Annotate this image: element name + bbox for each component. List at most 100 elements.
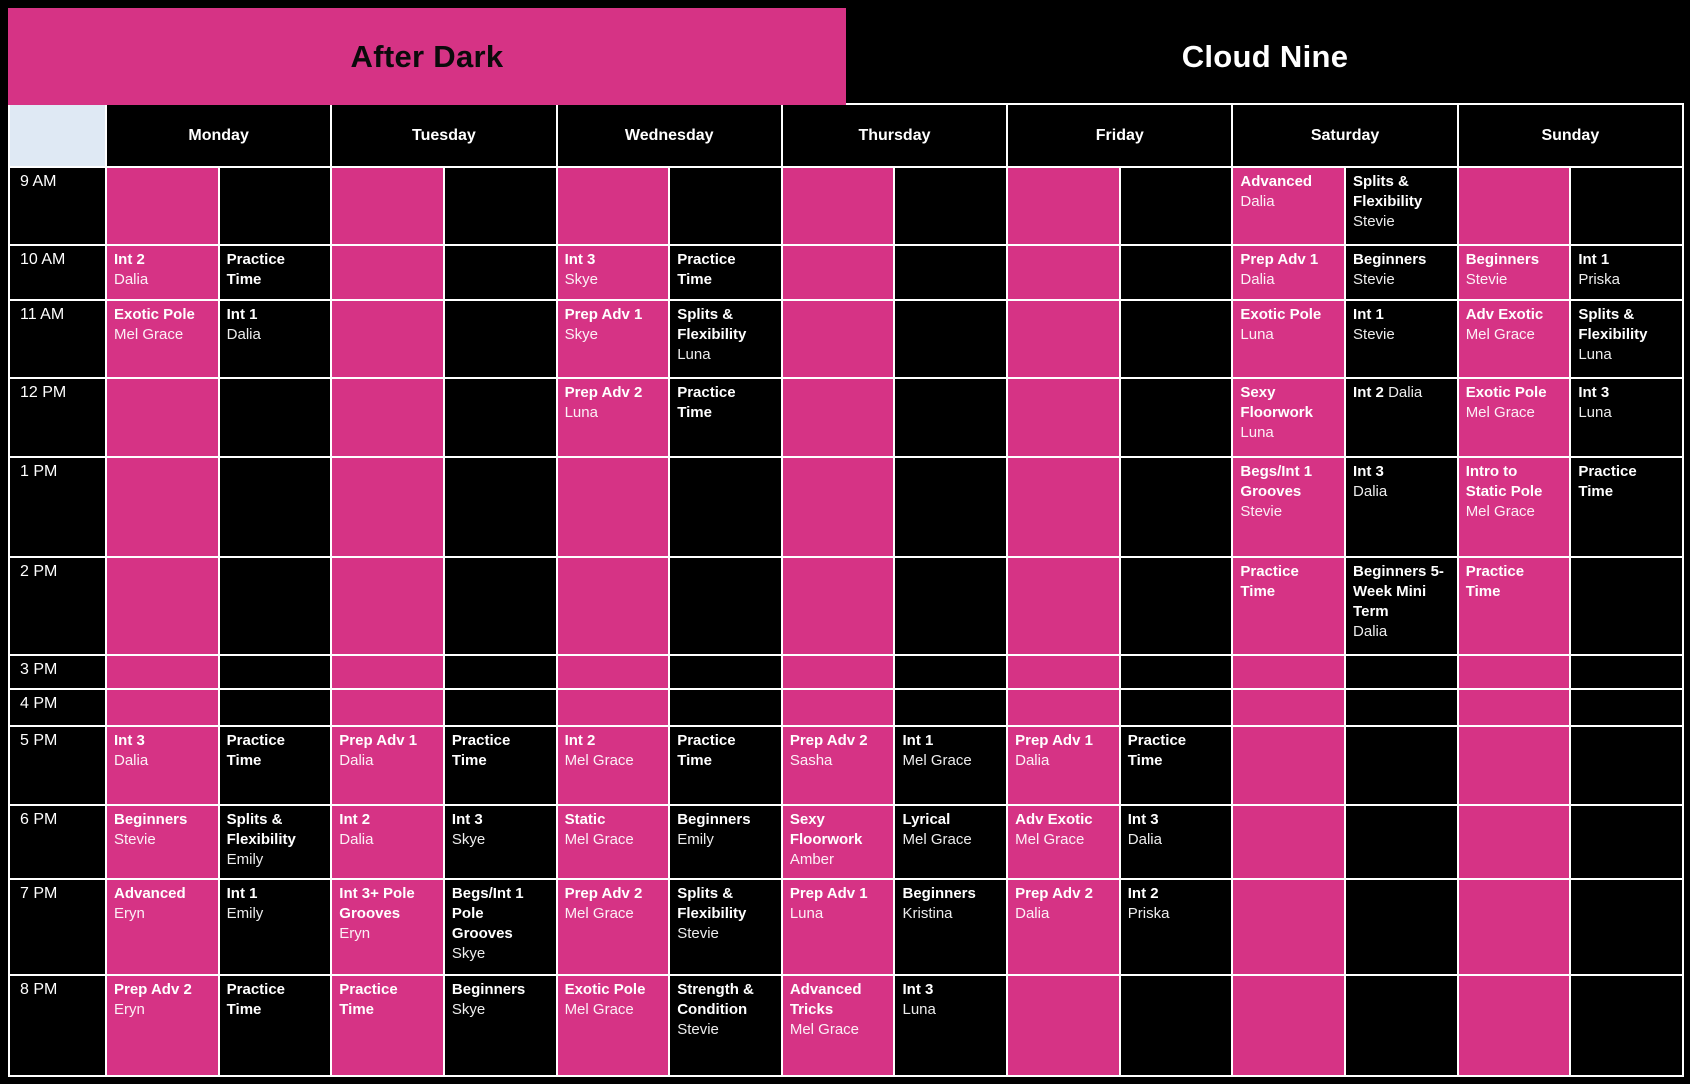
class-cell-friday-5-pm-cloud-nine[interactable]: Practice Time (1118, 725, 1234, 806)
class-cell-wednesday-10-am-after-dark[interactable]: Int 3 Skye (555, 244, 671, 301)
class-cell-tuesday-5-pm-cloud-nine[interactable]: Practice Time (442, 725, 558, 806)
class-cell-monday-10-am-after-dark[interactable]: Int 2 Dalia (105, 244, 220, 301)
class-cell-monday-7-pm-cloud-nine[interactable]: Int 1 Emily (217, 878, 333, 976)
empty-cell-sunday-8-pm-after-dark (1456, 974, 1572, 1077)
class-cell-wednesday-7-pm-cloud-nine[interactable]: Splits & Flexibility Stevie (668, 878, 783, 976)
class-cell-sunday-1-pm-after-dark[interactable]: Intro to Static Pole Mel Grace (1456, 456, 1572, 558)
class-name: Practice Time (677, 384, 736, 422)
instructor-name: Mel Grace (564, 905, 634, 923)
class-cell-friday-7-pm-after-dark[interactable]: Prep Adv 2 Dalia (1006, 878, 1121, 976)
class-cell-saturday-2-pm-cloud-nine[interactable]: Beginners 5-Week Mini Term Dalia (1344, 556, 1459, 656)
class-cell-friday-6-pm-after-dark[interactable]: Adv Exotic Mel Grace (1006, 804, 1121, 880)
class-cell-wednesday-6-pm-cloud-nine[interactable]: Beginners Emily (668, 804, 783, 880)
class-cell-wednesday-11-am-after-dark[interactable]: Prep Adv 1 Skye (555, 299, 671, 379)
class-cell-sunday-12-pm-cloud-nine[interactable]: Int 3 Luna (1569, 377, 1684, 458)
class-cell-thursday-8-pm-after-dark[interactable]: Advanced Tricks Mel Grace (780, 974, 896, 1077)
class-cell-thursday-8-pm-cloud-nine[interactable]: Int 3 Luna (893, 974, 1009, 1077)
class-cell-friday-5-pm-after-dark[interactable]: Prep Adv 1 Dalia (1006, 725, 1121, 806)
time-label-7-pm: 7 PM (8, 878, 107, 976)
class-name: Prep Adv 1 (1240, 251, 1319, 268)
class-cell-wednesday-11-am-cloud-nine[interactable]: Splits & Flexibility Luna (668, 299, 783, 379)
class-cell-saturday-10-am-cloud-nine[interactable]: Beginners Stevie (1344, 244, 1459, 301)
class-cell-tuesday-5-pm-after-dark[interactable]: Prep Adv 1 Dalia (330, 725, 445, 806)
class-cell-wednesday-12-pm-cloud-nine[interactable]: Practice Time (668, 377, 783, 458)
instructor-name: Luna (677, 346, 711, 364)
class-cell-tuesday-7-pm-after-dark[interactable]: Int 3+ Pole Grooves Eryn (330, 878, 445, 976)
empty-cell-thursday-9-am-cloud-nine (893, 166, 1009, 246)
class-name: Splits & Flexibility (677, 885, 747, 923)
empty-cell-friday-9-am-cloud-nine (1118, 166, 1234, 246)
class-cell-friday-6-pm-cloud-nine[interactable]: Int 3 Dalia (1118, 804, 1234, 880)
class-cell-monday-5-pm-cloud-nine[interactable]: Practice Time (217, 725, 333, 806)
class-cell-sunday-11-am-cloud-nine[interactable]: Splits & Flexibility Luna (1569, 299, 1684, 379)
class-cell-saturday-1-pm-cloud-nine[interactable]: Int 3 Dalia (1344, 456, 1459, 558)
class-cell-thursday-5-pm-cloud-nine[interactable]: Int 1 Mel Grace (893, 725, 1009, 806)
schedule-row-9-am: 9 AM Advanced Dalia Splits & Flexibility Ste… (8, 166, 1684, 246)
class-cell-thursday-5-pm-after-dark[interactable]: Prep Adv 2 Sasha (780, 725, 896, 806)
schedule-row-10-am: 10 AM Int 2 Dalia Practice Time Int 3 Skye Pra… (8, 244, 1684, 301)
class-cell-wednesday-5-pm-cloud-nine[interactable]: Practice Time (668, 725, 783, 806)
class-cell-saturday-9-am-cloud-nine[interactable]: Splits & Flexibility Stevie (1344, 166, 1459, 246)
empty-cell-friday-8-pm-cloud-nine (1118, 974, 1234, 1077)
class-cell-sunday-2-pm-after-dark[interactable]: Practice Time (1456, 556, 1572, 656)
class-cell-tuesday-8-pm-cloud-nine[interactable]: Beginners Skye (442, 974, 558, 1077)
class-cell-sunday-12-pm-after-dark[interactable]: Exotic Pole Mel Grace (1456, 377, 1572, 458)
class-cell-wednesday-8-pm-after-dark[interactable]: Exotic Pole Mel Grace (555, 974, 671, 1077)
class-cell-saturday-9-am-after-dark[interactable]: Advanced Dalia (1231, 166, 1347, 246)
class-cell-sunday-10-am-cloud-nine[interactable]: Int 1 Priska (1569, 244, 1684, 301)
schedule-row-4-pm: 4 PM (8, 688, 1684, 727)
empty-cell-thursday-10-am-after-dark (780, 244, 896, 301)
class-cell-sunday-10-am-after-dark[interactable]: Beginners Stevie (1456, 244, 1572, 301)
class-cell-monday-5-pm-after-dark[interactable]: Int 3 Dalia (105, 725, 220, 806)
empty-cell-wednesday-2-pm-cloud-nine (668, 556, 783, 656)
class-cell-sunday-1-pm-cloud-nine[interactable]: Practice Time (1569, 456, 1684, 558)
class-cell-thursday-6-pm-after-dark[interactable]: Sexy Floorwork Amber (780, 804, 896, 880)
class-cell-tuesday-6-pm-after-dark[interactable]: Int 2 Dalia (330, 804, 445, 880)
instructor-name: Stevie (1353, 213, 1395, 231)
class-cell-monday-8-pm-cloud-nine[interactable]: Practice Time (217, 974, 333, 1077)
class-cell-monday-6-pm-after-dark[interactable]: Beginners Stevie (105, 804, 220, 880)
class-cell-saturday-12-pm-cloud-nine[interactable]: Int 2 Dalia (1344, 377, 1459, 458)
time-label-3-pm: 3 PM (8, 654, 107, 690)
class-cell-monday-7-pm-after-dark[interactable]: Advanced Eryn (105, 878, 220, 976)
instructor-name: Mel Grace (114, 326, 184, 344)
instructor-name: Stevie (1353, 326, 1395, 344)
class-cell-saturday-2-pm-after-dark[interactable]: Practice Time (1231, 556, 1347, 656)
class-cell-wednesday-12-pm-after-dark[interactable]: Prep Adv 2 Luna (555, 377, 671, 458)
class-name: Exotic Pole (1465, 384, 1547, 401)
class-name: Sexy Floorwork (1240, 384, 1313, 422)
class-name: Prep Adv 2 (114, 981, 192, 998)
class-cell-saturday-11-am-after-dark[interactable]: Exotic Pole Luna (1231, 299, 1347, 379)
class-name: Practice Time (451, 732, 511, 770)
class-cell-saturday-12-pm-after-dark[interactable]: Sexy Floorwork Luna (1231, 377, 1347, 458)
class-cell-wednesday-7-pm-after-dark[interactable]: Prep Adv 2 Mel Grace (555, 878, 671, 976)
instructor-name: Luna (1240, 424, 1274, 442)
class-cell-wednesday-5-pm-after-dark[interactable]: Int 2 Mel Grace (555, 725, 671, 806)
class-cell-thursday-6-pm-cloud-nine[interactable]: Lyrical Mel Grace (893, 804, 1009, 880)
class-cell-monday-6-pm-cloud-nine[interactable]: Splits & Flexibility Emily (217, 804, 333, 880)
class-cell-thursday-7-pm-cloud-nine[interactable]: Beginners Kristina (893, 878, 1009, 976)
class-cell-monday-8-pm-after-dark[interactable]: Prep Adv 2 Eryn (105, 974, 220, 1077)
empty-cell-tuesday-1-pm-after-dark (330, 456, 445, 558)
class-cell-tuesday-6-pm-cloud-nine[interactable]: Int 3 Skye (442, 804, 558, 880)
class-cell-saturday-11-am-cloud-nine[interactable]: Int 1 Stevie (1344, 299, 1459, 379)
class-cell-wednesday-6-pm-after-dark[interactable]: Static Mel Grace (555, 804, 671, 880)
class-cell-saturday-1-pm-after-dark[interactable]: Begs/Int 1 Grooves Stevie (1231, 456, 1347, 558)
class-cell-monday-11-am-cloud-nine[interactable]: Int 1 Dalia (217, 299, 333, 379)
class-cell-friday-7-pm-cloud-nine[interactable]: Int 2 Priska (1118, 878, 1234, 976)
class-cell-wednesday-8-pm-cloud-nine[interactable]: Strength & Condition Stevie (668, 974, 783, 1077)
class-cell-wednesday-10-am-cloud-nine[interactable]: Practice Time (668, 244, 783, 301)
class-cell-tuesday-7-pm-cloud-nine[interactable]: Begs/Int 1 Pole Grooves Skye (442, 878, 558, 976)
empty-cell-saturday-6-pm-after-dark (1231, 804, 1347, 880)
class-name: Splits & Flexibility (226, 811, 296, 849)
instructor-name: Skye (564, 271, 598, 289)
class-cell-monday-11-am-after-dark[interactable]: Exotic Pole Mel Grace (105, 299, 220, 379)
schedule-row-1-pm: 1 PM Begs/Int 1 Grooves Stevie Int 3 Dalia In… (8, 456, 1684, 558)
class-cell-monday-10-am-cloud-nine[interactable]: Practice Time (217, 244, 333, 301)
class-cell-thursday-7-pm-after-dark[interactable]: Prep Adv 1 Luna (780, 878, 896, 976)
empty-cell-thursday-11-am-after-dark (780, 299, 896, 379)
class-cell-sunday-11-am-after-dark[interactable]: Adv Exotic Mel Grace (1456, 299, 1572, 379)
empty-cell-sunday-9-am-cloud-nine (1569, 166, 1684, 246)
class-cell-tuesday-8-pm-after-dark[interactable]: Practice Time (330, 974, 445, 1077)
class-cell-saturday-10-am-after-dark[interactable]: Prep Adv 1 Dalia (1231, 244, 1347, 301)
